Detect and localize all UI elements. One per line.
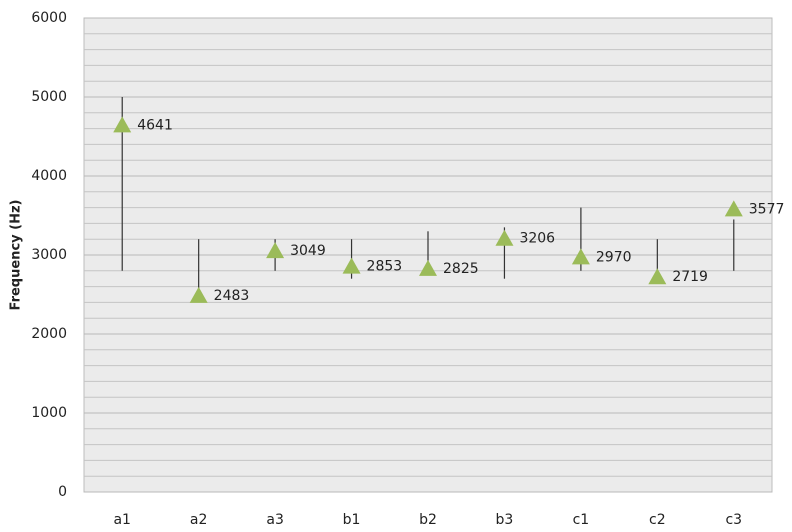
x-tick-label: b1 bbox=[343, 512, 361, 528]
point-marker bbox=[724, 200, 743, 217]
point-marker bbox=[189, 286, 208, 303]
value-label: 4641 bbox=[137, 117, 173, 133]
point-marker bbox=[571, 248, 590, 265]
value-label: 3049 bbox=[290, 243, 326, 259]
x-tick-label: a3 bbox=[266, 512, 284, 528]
point-marker bbox=[495, 229, 514, 246]
x-tick-label: b2 bbox=[419, 512, 437, 528]
y-axis-label: Frequency (Hz) bbox=[9, 200, 24, 311]
value-label: 2970 bbox=[596, 249, 632, 265]
x-tick-label: c1 bbox=[573, 512, 590, 528]
x-tick-label: c3 bbox=[725, 512, 742, 528]
point-marker bbox=[342, 257, 361, 274]
point-marker bbox=[648, 268, 667, 285]
x-tick-label: a1 bbox=[113, 512, 131, 528]
value-label: 2719 bbox=[672, 269, 708, 285]
x-tick-label: b3 bbox=[496, 512, 514, 528]
value-label: 3206 bbox=[519, 231, 555, 247]
y-tick-label: 1000 bbox=[31, 405, 67, 421]
point-marker bbox=[419, 259, 437, 276]
y-tick-label: 0 bbox=[58, 484, 67, 500]
point-marker bbox=[266, 242, 285, 259]
y-tick-label: 6000 bbox=[31, 10, 67, 26]
value-label: 2825 bbox=[443, 261, 479, 277]
y-tick-label: 3000 bbox=[31, 247, 67, 263]
value-label: 3577 bbox=[749, 201, 785, 217]
y-tick-label: 2000 bbox=[31, 326, 67, 342]
x-tick-label: c2 bbox=[649, 512, 666, 528]
x-tick-label: a2 bbox=[190, 512, 208, 528]
value-label: 2853 bbox=[367, 259, 403, 275]
point-marker bbox=[113, 116, 132, 133]
y-tick-label: 5000 bbox=[31, 89, 67, 105]
y-tick-label: 4000 bbox=[31, 168, 67, 184]
value-label: 2483 bbox=[214, 288, 250, 304]
